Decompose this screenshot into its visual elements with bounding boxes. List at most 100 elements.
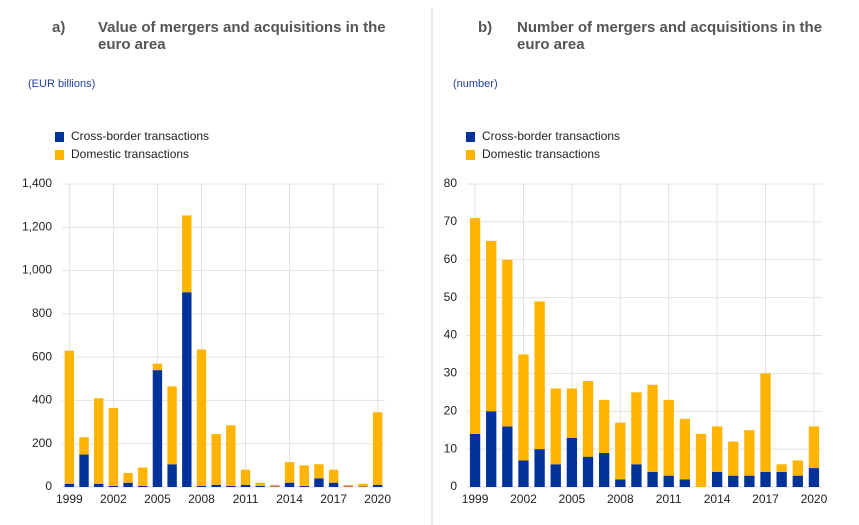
panel-title: Number of mergers and acquisitions in th… [517, 19, 823, 53]
bar-segment [284, 462, 295, 483]
bar-segment [108, 485, 119, 487]
bar-segment [615, 479, 626, 487]
bar-segment [226, 485, 236, 487]
bar-segment [534, 449, 545, 487]
y-tick-label: 10 [444, 441, 458, 455]
x-tick-label: 1999 [462, 492, 489, 506]
bar-segment [123, 472, 133, 483]
bar-segment [663, 475, 674, 487]
bar-segment [358, 483, 368, 487]
legend-swatch [55, 132, 64, 142]
bar-segment [502, 259, 513, 427]
bar-segment [744, 430, 755, 476]
legend-label: Domestic transactions [482, 147, 600, 161]
bar-segment [255, 482, 265, 486]
bar-segment [808, 426, 820, 469]
bar-segment [598, 452, 610, 487]
bar-segment [631, 464, 642, 487]
bar-segment [343, 484, 353, 487]
bar-segment [138, 467, 148, 486]
panel-title: Value of mergers and acquisitions in the… [98, 19, 386, 53]
bar-segment [582, 456, 594, 487]
bar-segment [328, 482, 339, 487]
bar-segment [79, 454, 89, 487]
y-tick-label: 20 [444, 403, 458, 417]
bar-segment [255, 485, 265, 487]
bar-segment [486, 240, 497, 412]
bar-segment [518, 460, 529, 487]
panel-label: a) [52, 19, 66, 36]
bar-segment [64, 483, 75, 487]
bar-segment [284, 482, 295, 487]
x-tick-label: 2014 [276, 492, 303, 506]
bar-segment [108, 408, 119, 486]
bar-segment [226, 425, 236, 486]
y-tick-label: 60 [444, 252, 458, 266]
y-tick-label: 50 [444, 290, 458, 304]
bar-segment [196, 485, 207, 487]
bar-segment [776, 471, 787, 487]
bar-segment [240, 484, 251, 487]
bar-segment [182, 215, 192, 293]
y-tick-label: 400 [32, 393, 52, 407]
legend-label: Domestic transactions [71, 147, 189, 161]
bar-segment [792, 460, 803, 476]
bar-segment [760, 471, 771, 487]
y-tick-label: 0 [450, 479, 457, 493]
bar-segment [728, 475, 739, 487]
x-tick-label: 2011 [233, 492, 259, 506]
bar-segment [469, 433, 481, 487]
legend-swatch [466, 132, 475, 142]
bar-segment [550, 388, 561, 465]
legend-label: Cross-border transactions [482, 129, 620, 143]
bar-segment [240, 469, 251, 485]
bar-segment [792, 475, 803, 487]
bar-segment [94, 483, 104, 487]
legend-label: Cross-border transactions [71, 129, 209, 143]
bar-segment [270, 484, 280, 487]
bar-segment [152, 370, 163, 487]
x-tick-label: 2011 [656, 492, 682, 506]
bar-segment [760, 373, 771, 472]
y-tick-label: 1,000 [22, 263, 52, 277]
y-tick-label: 80 [444, 176, 458, 190]
bar-segment [744, 475, 755, 487]
bar-segment [679, 418, 691, 480]
bar-segment [647, 471, 658, 487]
bar-segment [695, 433, 707, 487]
bar-segment [566, 388, 578, 438]
legend-swatch [466, 150, 475, 160]
bar-segment [211, 484, 221, 487]
y-tick-label: 200 [32, 436, 52, 450]
bar-segment [182, 292, 192, 487]
y-tick-label: 70 [444, 214, 458, 228]
x-tick-label: 2002 [510, 492, 537, 506]
bar-segment [314, 478, 324, 487]
bar-segment [679, 479, 691, 487]
bar-segment [167, 464, 177, 487]
bar-segment [314, 464, 324, 479]
x-tick-label: 2017 [320, 492, 347, 506]
x-tick-label: 2008 [607, 492, 634, 506]
bar-segment [328, 469, 339, 483]
bar-segment [167, 386, 177, 465]
x-tick-label: 2005 [559, 492, 586, 506]
panel-subtitle: (number) [453, 78, 498, 90]
bar-segment [372, 412, 383, 485]
bar-segment [711, 471, 723, 487]
x-tick-label: 2014 [704, 492, 731, 506]
y-tick-label: 800 [32, 306, 52, 320]
bar-segment [94, 398, 104, 484]
bar-segment [486, 411, 497, 487]
bar-segment [138, 485, 148, 487]
bar-segment [196, 349, 207, 486]
bar-segment [711, 426, 723, 472]
bar-segment [776, 464, 787, 472]
y-tick-label: 40 [444, 328, 458, 342]
bar-segment [663, 399, 674, 476]
bar-segment [615, 422, 626, 480]
y-tick-label: 30 [444, 366, 458, 380]
bar-segment [299, 485, 309, 487]
